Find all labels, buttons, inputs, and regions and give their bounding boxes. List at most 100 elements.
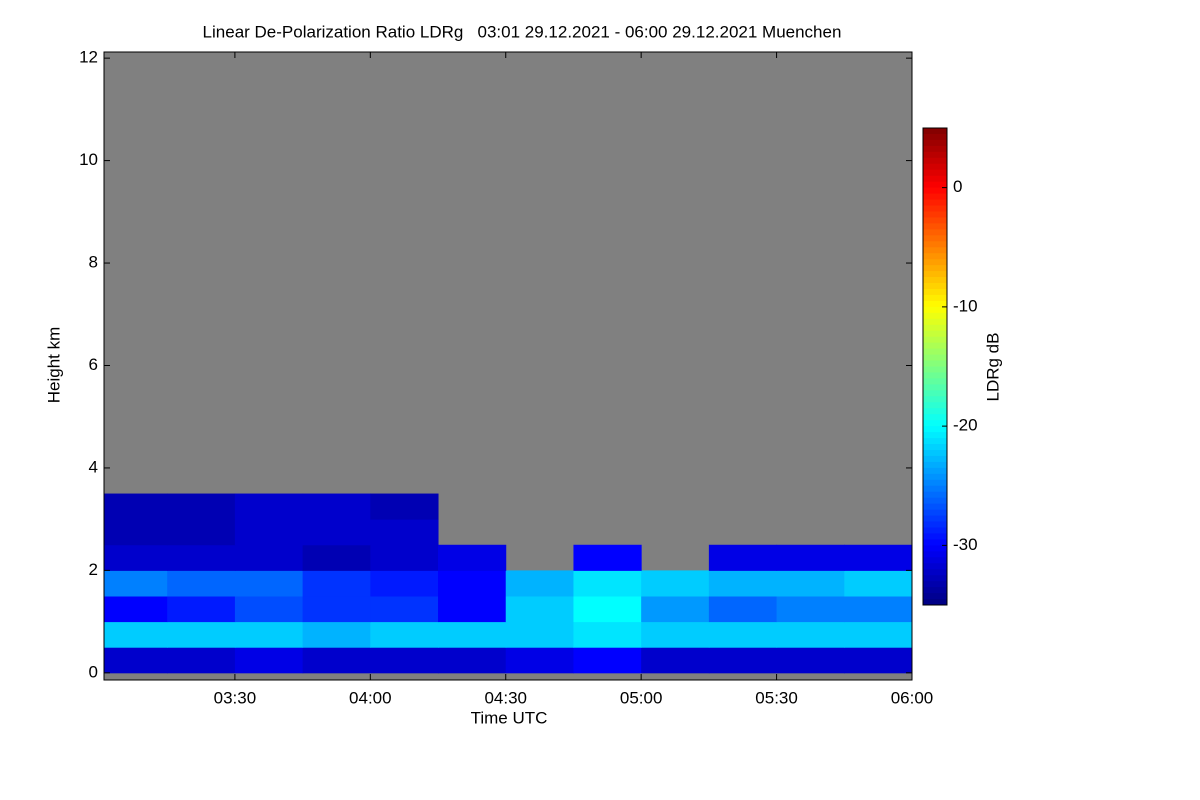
heatmap-cell [302,647,371,674]
heatmap-cell [505,647,574,674]
colorbar-segment [923,527,947,534]
heatmap-cell [573,570,642,597]
heatmap-cell [844,595,913,623]
colorbar-segment [923,581,947,588]
colorbar-segment [923,211,947,218]
colorbar-segment [923,169,947,177]
colorbar-segment [923,509,947,517]
colorbar-segment [923,253,947,260]
colorbar-segment [923,193,947,201]
heatmap-cell [641,595,710,623]
colorbar-segment [923,414,947,421]
heatmap-cell [104,595,168,623]
colorbar-segment [923,151,947,159]
colorbar-segment [923,539,947,546]
colorbar-segment [923,271,947,278]
x-axis-label: Time UTC [471,708,548,727]
colorbar-segment [923,235,947,242]
colorbar-segment [923,432,947,439]
colorbar-segment [923,449,947,457]
heatmap-cell [573,647,642,674]
colorbar-segment [923,521,947,528]
colorbar-segment [923,318,947,326]
heatmap-cell [302,570,371,597]
heatmap-cell [370,595,439,623]
heatmap-cell [573,544,642,571]
heatmap-cell [167,519,236,546]
colorbar-segment [923,223,947,230]
x-tick-label: 05:00 [620,688,663,707]
colorbar-segment [923,563,947,570]
colorbar-segment [923,247,947,254]
heatmap-cell [776,647,845,674]
colorbar-segment [923,420,947,427]
heatmap-cell [844,570,913,597]
heatmap-cell [505,621,574,648]
heatmap-cell [234,544,304,571]
heatmap-cell [708,595,778,623]
y-axis-label: Height km [44,327,63,404]
colorbar-segment [923,557,947,564]
colorbar-segment [923,467,947,475]
heatmap-cell [641,570,710,597]
heatmap-cell [234,621,304,648]
heatmap-cell [234,493,304,520]
colorbar-segment [923,312,947,320]
colorbar-segment [923,497,947,505]
y-tick-label: 6 [89,355,98,374]
heatmap-cell [370,621,439,648]
heatmap-cell [438,621,507,648]
x-tick-label: 04:00 [349,688,392,707]
heatmap-cell [167,595,236,623]
colorbar-segment [923,587,947,594]
colorbar-label: LDRg dB [983,333,1002,402]
heatmap-cell [167,621,236,648]
colorbar-segment [923,265,947,272]
heatmap-cell [234,595,304,623]
heatmap-cell [104,621,168,648]
colorbar-segment [923,575,947,582]
colorbar-segment [923,366,947,373]
chart-title: Linear De-Polarization Ratio LDRg 03:01 … [203,22,842,41]
heatmap-cell [708,647,778,674]
y-tick-label: 2 [89,560,98,579]
heatmap-cell [505,595,574,623]
colorbar-tick-label: 0 [953,177,962,196]
colorbar-segment [923,181,947,189]
heatmap-cell [438,647,507,674]
colorbar-segment [923,330,947,338]
colorbar-segment [923,473,947,481]
heatmap-cell [573,621,642,648]
heatmap-cell [505,570,574,597]
colorbar-segment [923,461,947,469]
heatmap-cell [708,570,778,597]
colorbar-segment [923,455,947,463]
colorbar-segment [923,503,947,511]
heatmap-cell [776,570,845,597]
colorbar-segment [923,133,947,141]
heatmap-cell [234,570,304,597]
colorbar-segment [923,199,947,207]
heatmap-cell [370,493,439,520]
heatmap-cell [370,519,439,546]
colorbar-segment [923,145,947,153]
x-tick-label: 03:30 [214,688,257,707]
heatmap-cell [167,544,236,571]
heatmap-cell [302,519,371,546]
colorbar-tick-label: -20 [953,416,978,435]
colorbar-segment [923,378,947,385]
colorbar-segment [923,348,947,356]
heatmap-cell [302,595,371,623]
heatmap-cell [167,493,236,520]
colorbar-segment [923,396,947,403]
heatmap-cell [708,621,778,648]
y-tick-label: 4 [89,457,98,476]
colorbar-segment [923,354,947,362]
colorbar-segment [923,593,947,600]
colorbar-segment [923,372,947,379]
heatmap-cell [104,519,168,546]
colorbar-tick-label: -30 [953,535,978,554]
colorbar-segment [923,551,947,558]
colorbar-segment [923,479,947,487]
colorbar-segment [923,294,947,302]
